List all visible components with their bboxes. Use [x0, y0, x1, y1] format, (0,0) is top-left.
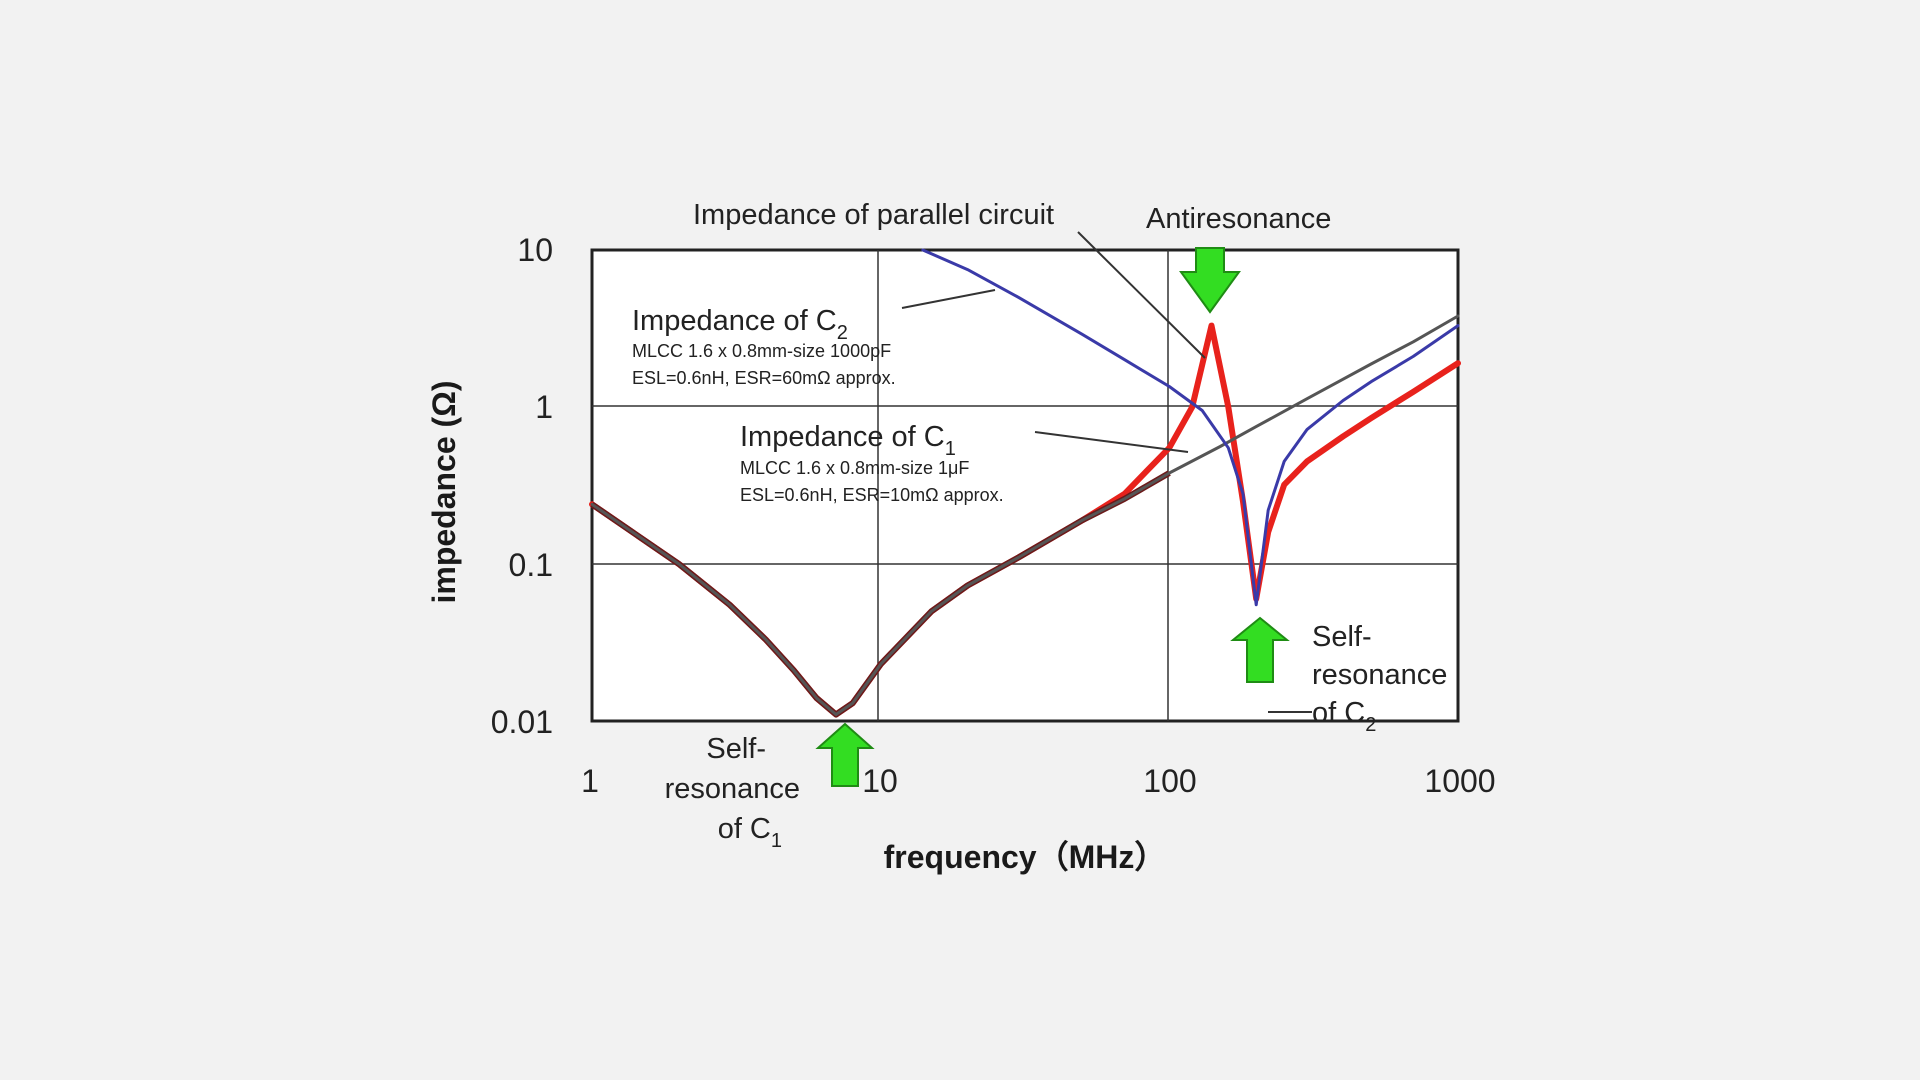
self-resonance-c1-arrow-icon [815, 722, 875, 787]
series-c2-line [921, 248, 1460, 607]
series-layer [589, 248, 1461, 718]
y-axis-title: impedance (Ω) [426, 380, 462, 603]
c1-spec-line-2: ESL=0.6nH, ESR=10mΩ approx. [740, 485, 1004, 505]
self-resonance-c1-line-3: of C1 [718, 813, 782, 852]
plot-frame [590, 248, 1460, 723]
grid [592, 250, 1458, 721]
x-tick-label: 100 [1143, 763, 1196, 799]
c2-spec-line-2: ESL=0.6nH, ESR=60mΩ approx. [632, 368, 896, 388]
leader-line-parallel [1077, 231, 1206, 359]
leader-line-c1 [1034, 431, 1189, 453]
self-resonance-c2-line-1: Self- [1312, 621, 1372, 653]
self-resonance-c2-arrow-icon [1230, 616, 1290, 683]
parallel-circuit-label: Impedance of parallel circuit [693, 199, 1054, 231]
y-tick-label: 0.01 [491, 704, 553, 740]
x-axis-title: frequency（MHz） [884, 839, 1167, 875]
antiresonance-label: Antiresonance [1146, 203, 1331, 235]
self-resonance-c2-line-3: of C2 [1312, 697, 1376, 736]
c1-spec-line-1: MLCC 1.6 x 0.8mm-size 1μF [740, 458, 969, 478]
self-resonance-c2-line-2: resonance [1312, 659, 1447, 691]
self-resonance-c1-line-1: Self- [706, 733, 766, 765]
self-resonance-c1-line-2: resonance [665, 773, 800, 805]
x-tick-label: 1 [581, 763, 599, 799]
y-tick-label: 1 [535, 389, 553, 425]
x-tick-label: 1000 [1424, 763, 1495, 799]
series-c1-line [590, 314, 1460, 716]
antiresonance-arrow-icon [1179, 247, 1241, 314]
c1-impedance-label: Impedance of C1 [740, 421, 956, 460]
y-tick-label: 0.1 [509, 547, 553, 583]
c2-impedance-label: Impedance of C2 [632, 305, 848, 344]
y-tick-label: 10 [517, 232, 553, 268]
x-tick-label: 10 [862, 763, 898, 799]
c2-spec-line-1: MLCC 1.6 x 0.8mm-size 1000pF [632, 341, 891, 361]
leader-line-c2 [901, 289, 996, 309]
